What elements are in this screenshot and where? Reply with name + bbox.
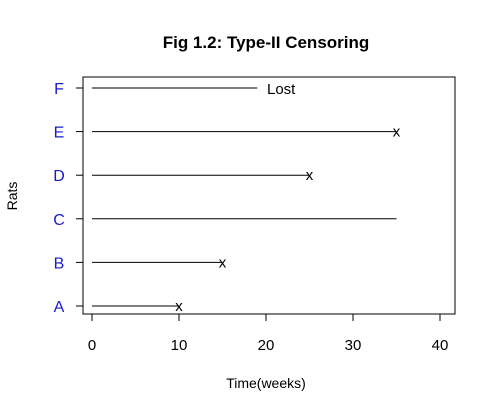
plot-frame (82, 76, 456, 315)
y-tick-label-C: C (53, 212, 65, 229)
chart-title: Fig 1.2: Type-II Censoring (163, 33, 370, 52)
x-tick-label-20: 20 (258, 337, 275, 354)
x-axis: 0 10 20 30 40 (88, 314, 449, 354)
y-tick-label-A: A (54, 299, 65, 316)
x-tick-label-30: 30 (345, 337, 362, 354)
y-tick-label-B: B (54, 255, 65, 272)
x-tick-label-0: 0 (88, 337, 96, 354)
x-axis-label: Time(weeks) (226, 375, 306, 391)
annotation-0: Lost (267, 81, 296, 98)
y-tick-label-D: D (53, 168, 65, 185)
x-tick-label-10: 10 (171, 337, 188, 354)
x-tick-label-40: 40 (432, 337, 449, 354)
plot-marks: x x x x Lost (92, 81, 401, 315)
event-marker-B: x (219, 254, 227, 271)
event-marker-E: x (393, 124, 401, 141)
event-marker-A: x (175, 298, 183, 315)
y-tick-label-E: E (54, 125, 65, 142)
y-axis-label: Rats (4, 182, 20, 211)
y-axis: A B C D E F (53, 81, 83, 316)
event-marker-D: x (306, 167, 314, 184)
y-tick-label-F: F (54, 81, 64, 98)
